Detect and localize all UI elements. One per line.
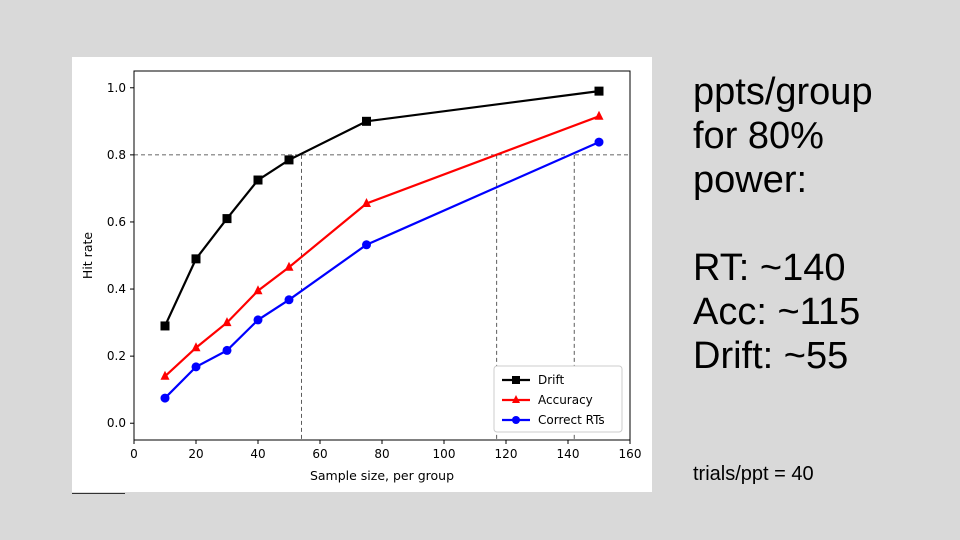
power-summary: ppts/group for 80% power: RT: ~140 Acc: … bbox=[693, 70, 953, 378]
y-tick-label-5: 1.0 bbox=[107, 81, 126, 95]
summary-heading-line-2: for 80% bbox=[693, 115, 824, 157]
x-tick-label-0: 0 bbox=[130, 447, 138, 461]
legend-marker-accuracy bbox=[512, 395, 520, 403]
y-tick-label-2: 0.4 bbox=[107, 282, 126, 296]
x-tick-label-3: 60 bbox=[312, 447, 327, 461]
series-line-accuracy bbox=[164, 115, 600, 378]
x-tick-label-2: 40 bbox=[250, 447, 265, 461]
series-line-correct-rts bbox=[164, 141, 600, 399]
data-point-drift-6 bbox=[594, 86, 604, 96]
data-point-accuracy-1 bbox=[191, 342, 201, 352]
data-point-correct-rts-4 bbox=[284, 295, 294, 305]
x-tick-label-7: 140 bbox=[557, 447, 580, 461]
data-point-correct-rts-1 bbox=[191, 362, 201, 372]
estimate-rt: RT: ~140 bbox=[693, 247, 846, 289]
y-tick-label-4: 0.8 bbox=[107, 148, 126, 162]
legend-marker-drift bbox=[512, 376, 520, 384]
legend-label-correct-rts: Correct RTs bbox=[538, 413, 605, 427]
legend-marker-correct-rts bbox=[512, 416, 520, 424]
data-point-accuracy-5 bbox=[362, 198, 371, 208]
trials-footnote: trials/ppt = 40 bbox=[693, 463, 814, 485]
data-point-accuracy-6 bbox=[594, 110, 604, 120]
data-point-drift-0 bbox=[160, 321, 170, 331]
line-chart: 0 20 40 60 80 100 120 140 160 0.0 0.2 0.4 0.6 0.8 1.0 S… bbox=[80, 70, 642, 483]
data-point-drift-5 bbox=[362, 116, 371, 126]
x-tick-label-8: 160 bbox=[619, 447, 642, 461]
data-point-correct-rts-6 bbox=[594, 137, 604, 147]
data-point-drift-3 bbox=[253, 175, 263, 185]
panel-underline bbox=[72, 493, 125, 494]
data-point-drift-2 bbox=[222, 214, 232, 224]
data-point-accuracy-3 bbox=[253, 285, 263, 295]
legend-box bbox=[493, 365, 623, 433]
y-axis-label: Hit rate bbox=[80, 232, 95, 279]
y-tick-label-3: 0.6 bbox=[107, 215, 126, 229]
data-point-correct-rts-2 bbox=[222, 345, 232, 355]
legend-label-accuracy: Accuracy bbox=[538, 393, 593, 407]
x-tick-label-4: 80 bbox=[374, 447, 389, 461]
data-point-drift-4 bbox=[284, 155, 294, 165]
summary-heading-line-3: power: bbox=[693, 159, 808, 201]
data-point-accuracy-4 bbox=[284, 261, 294, 271]
summary-heading-line-1: ppts/group bbox=[693, 71, 873, 113]
data-point-accuracy-0 bbox=[160, 370, 170, 380]
series-line-drift bbox=[164, 90, 600, 327]
x-axis-label: Sample size, per group bbox=[310, 468, 454, 483]
data-point-accuracy-2 bbox=[222, 317, 232, 327]
y-tick-label-1: 0.2 bbox=[107, 349, 126, 363]
y-tick-label-0: 0.0 bbox=[107, 416, 126, 430]
data-point-correct-rts-0 bbox=[160, 393, 170, 403]
data-point-correct-rts-3 bbox=[253, 315, 263, 325]
data-point-correct-rts-5 bbox=[362, 240, 371, 250]
estimate-drift: Drift: ~55 bbox=[693, 335, 849, 377]
legend-label-drift: Drift bbox=[538, 373, 565, 387]
chart-panel: 0 20 40 60 80 100 120 140 160 0.0 0.2 0.4 0.6 0.8 1.0 S… bbox=[72, 57, 652, 492]
x-tick-label-6: 120 bbox=[495, 447, 518, 461]
x-tick-label-1: 20 bbox=[188, 447, 203, 461]
x-tick-label-5: 100 bbox=[433, 447, 456, 461]
data-point-drift-1 bbox=[191, 254, 201, 264]
estimate-accuracy: Acc: ~115 bbox=[693, 291, 861, 333]
